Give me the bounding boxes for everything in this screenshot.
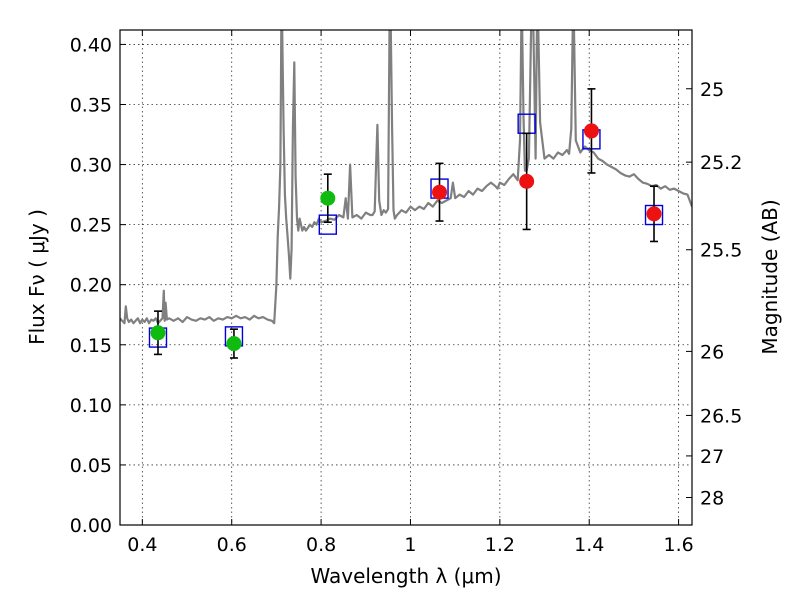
y-tick-label: 0.20 (70, 275, 112, 297)
y-tick-label: 0.10 (70, 395, 112, 417)
right-tick-label: 25.2 (700, 152, 742, 174)
right-tick-label: 25 (700, 79, 724, 101)
x-tick-label: 1.2 (485, 534, 515, 556)
y-tick-label: 0.05 (70, 455, 112, 477)
right-tick-label: 26.5 (700, 405, 742, 427)
x-tick-label: 0.6 (217, 534, 247, 556)
right-tick-label: 28 (700, 487, 724, 509)
red-data-point (432, 184, 448, 200)
right-tick-label: 27 (700, 446, 724, 468)
y-tick-label: 0.40 (70, 34, 112, 56)
x-tick-label: 1.6 (663, 534, 693, 556)
green-data-point (150, 325, 166, 341)
y-tick-label: 0.30 (70, 155, 112, 177)
x-axis-label: Wavelength λ (μm) (310, 564, 501, 588)
y-tick-label: 0.15 (70, 335, 112, 357)
red-data-point (583, 123, 599, 139)
plot-frame (119, 29, 693, 526)
x-tick-label: 0.4 (127, 534, 157, 556)
model-spectrum-line (120, 30, 692, 325)
plot-area (120, 30, 692, 359)
right-axis-label: Magnitude (AB) (758, 199, 782, 354)
axis-ticks: 0.4 0.6 0.8 1 1.2 1.4 1.6 0.00 0.05 0.10 0.15 0.20 0… (70, 30, 742, 556)
green-data-point (320, 190, 336, 206)
y-tick-label: 0.00 (70, 515, 112, 537)
right-tick-label: 26 (700, 341, 724, 363)
grid-lines (120, 30, 692, 526)
x-tick-label: 1 (404, 534, 416, 556)
green-data-point (226, 336, 242, 352)
red-data-point (646, 206, 662, 222)
red-data-point (519, 173, 535, 189)
y-tick-label: 0.35 (70, 94, 112, 116)
x-tick-label: 0.8 (306, 534, 336, 556)
x-tick-label: 1.4 (574, 534, 604, 556)
y-tick-label: 0.25 (70, 215, 112, 237)
right-tick-label: 25.5 (700, 240, 742, 262)
y-axis-label: Flux Fν ( μJy ) (25, 209, 49, 345)
